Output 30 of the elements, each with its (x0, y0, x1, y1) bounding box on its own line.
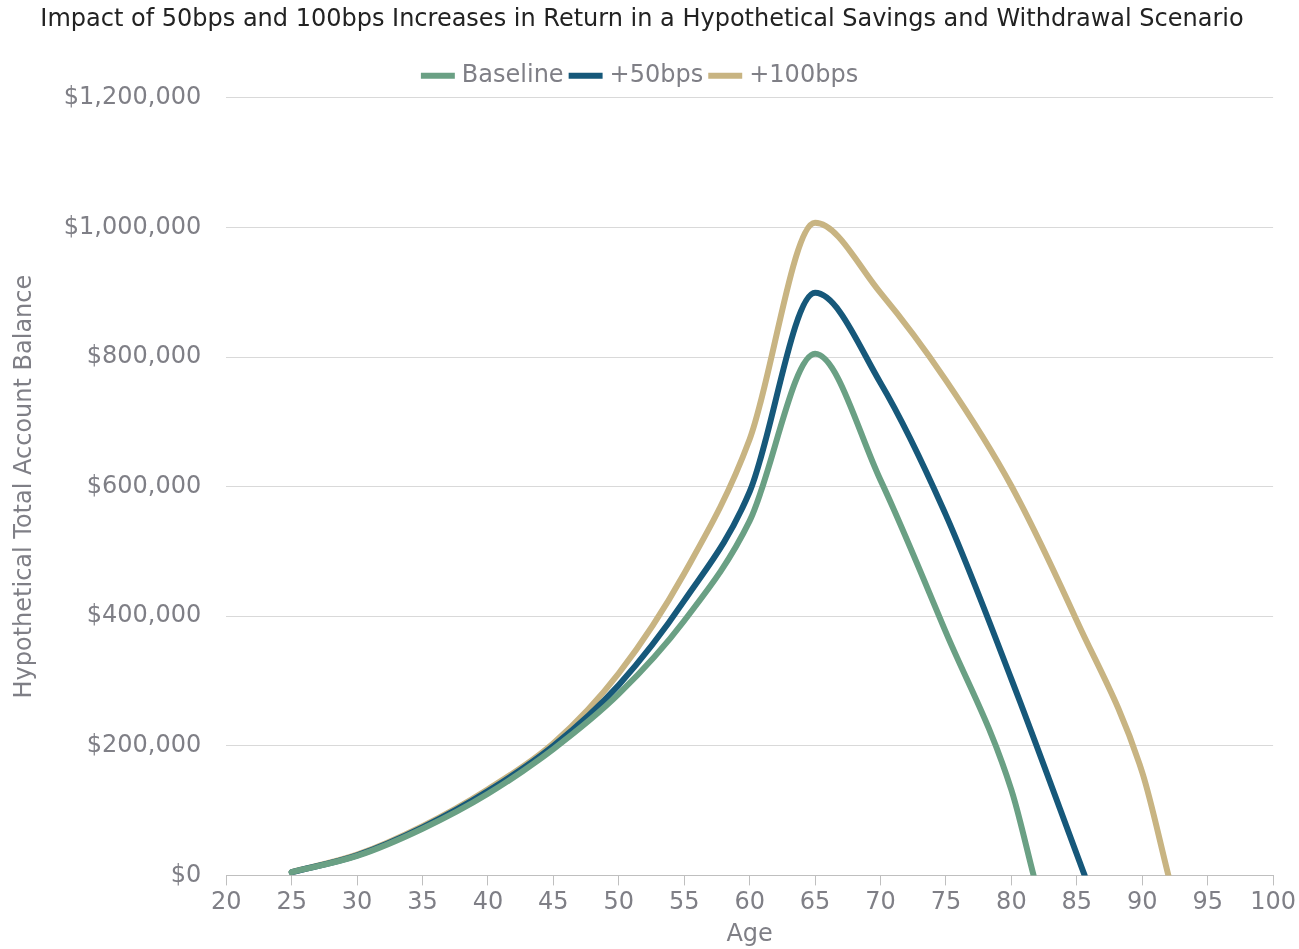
x-tick-label: 40 (472, 887, 504, 916)
legend-label: Baseline (461, 60, 564, 89)
y-tick-label: $600,000 (86, 470, 202, 499)
x-tick-label: 80 (996, 887, 1027, 916)
legend-label: +50bps (609, 60, 704, 89)
legend-label: +100bps (749, 60, 859, 89)
x-axis-title: Age (726, 918, 773, 947)
x-tick-label: 100 (1250, 887, 1296, 916)
y-axis-title: Hypothetical Total Account Balance (8, 274, 37, 699)
y-tick-label: $800,000 (86, 341, 202, 370)
x-tick-label: 35 (407, 887, 438, 916)
x-tick-label: 30 (341, 887, 373, 916)
x-tick-label: 65 (799, 887, 831, 916)
x-tick-label: 95 (1192, 887, 1223, 916)
x-tick-label: 70 (865, 887, 896, 916)
x-tick-label: 25 (276, 887, 307, 916)
y-tick-label: $1,000,000 (63, 211, 202, 240)
x-tick-label: 60 (734, 887, 765, 916)
chart-title: Impact of 50bps and 100bps Increases in Return in a Hypothetical Savings and Withdrawal Scenario (40, 3, 1244, 32)
x-tick-label: 55 (668, 887, 700, 916)
x-tick-label: 75 (930, 887, 962, 916)
y-tick-label: $400,000 (86, 600, 202, 629)
x-tick-label: 45 (538, 887, 569, 916)
x-tick-label: 90 (1126, 887, 1158, 916)
y-tick-label: $1,200,000 (63, 82, 202, 111)
y-tick-label: $0 (170, 859, 202, 888)
y-tick-label: $200,000 (86, 730, 202, 759)
x-tick-label: 20 (210, 887, 242, 916)
x-tick-label: 85 (1061, 887, 1093, 916)
x-tick-label: 50 (603, 887, 635, 916)
